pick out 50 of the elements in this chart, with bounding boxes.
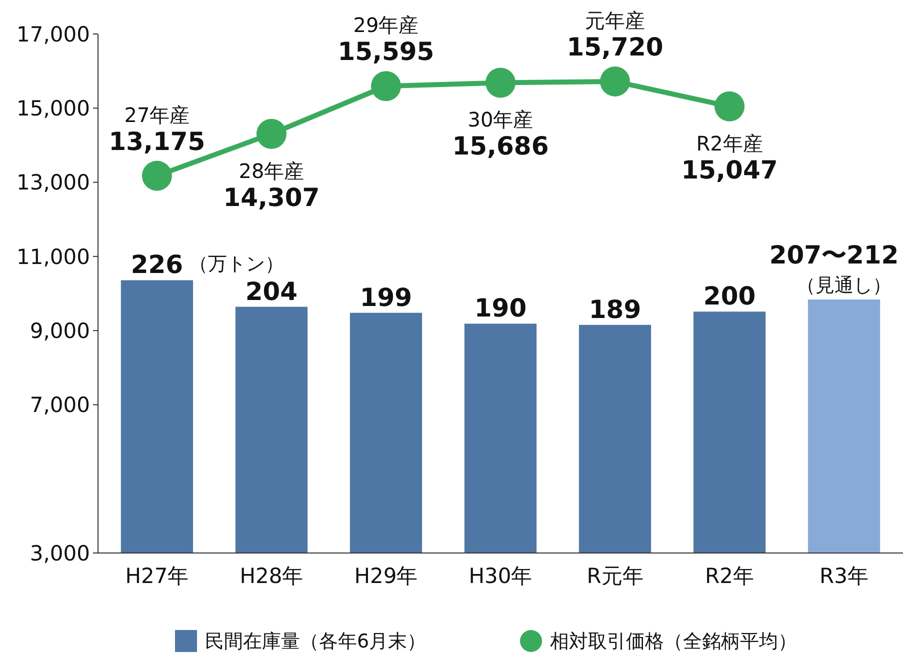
bar (808, 300, 880, 553)
point (714, 91, 745, 122)
data-label: 15,047 (681, 155, 778, 184)
bar (350, 312, 422, 553)
data-label: 13,175 (108, 126, 206, 156)
x-tick-label: H30年 (468, 564, 532, 588)
annotation: 207〜212 (769, 240, 899, 270)
legend-label: 相対取引価格（全銘柄平均） (550, 630, 797, 653)
data-label: 189 (588, 294, 642, 324)
point (256, 118, 286, 149)
x-tick-label: H28年 (240, 564, 304, 588)
bar (693, 312, 766, 553)
x-tick-label: R2年 (705, 564, 754, 588)
annotation: （万トン） (188, 253, 284, 276)
y-tick-label: 7,000 (30, 393, 90, 418)
point (142, 160, 172, 191)
x-tick-label: R元年 (586, 564, 644, 588)
point (486, 68, 516, 98)
data-label: 15,595 (338, 37, 434, 66)
point (370, 71, 401, 102)
data-label: 200 (703, 282, 756, 311)
annotation: 元年産 (585, 8, 646, 32)
bar (578, 324, 652, 553)
y-tick-label: 9,000 (30, 318, 90, 343)
y-tick-label: 3,000 (30, 541, 90, 566)
data-label: 199 (360, 282, 412, 312)
data-label: 15,720 (566, 32, 664, 62)
y-tick-label: 17,000 (16, 22, 90, 46)
bar (464, 324, 537, 553)
x-tick-label: H29年 (354, 564, 418, 588)
data-label: 226 (130, 250, 184, 280)
annotation: 30年産 (468, 108, 534, 132)
data-label: 15,686 (452, 132, 549, 161)
data-label: 204 (245, 276, 298, 306)
annotation: 28年産 (238, 158, 304, 183)
annotation: 29年産 (353, 13, 419, 38)
legend-label: 民間在庫量（各年6月末） (205, 630, 426, 653)
y-tick-label: 13,000 (16, 170, 90, 195)
bar (235, 306, 308, 553)
data-label: 14,307 (223, 182, 320, 212)
annotation: 27年産 (124, 102, 190, 127)
x-tick-label: H27年 (125, 564, 189, 588)
bar (120, 280, 194, 553)
data-label: 190 (474, 294, 527, 323)
y-tick-label: 11,000 (16, 244, 90, 269)
point (600, 66, 630, 96)
x-tick-label: R3年 (820, 564, 869, 588)
y-tick-label: 15,000 (16, 96, 90, 120)
annotation: R2年産 (696, 131, 763, 156)
annotation: （見通し） (796, 274, 892, 297)
